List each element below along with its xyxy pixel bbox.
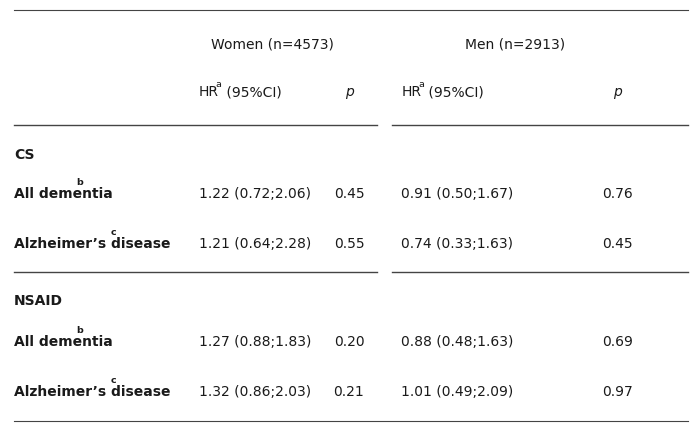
Text: NSAID: NSAID	[14, 294, 63, 307]
Text: 1.01 (0.49;2.09): 1.01 (0.49;2.09)	[401, 384, 514, 398]
Text: 0.76: 0.76	[602, 187, 633, 201]
Text: 0.88 (0.48;1.63): 0.88 (0.48;1.63)	[401, 334, 514, 348]
Text: 1.22 (0.72;2.06): 1.22 (0.72;2.06)	[199, 187, 311, 201]
Text: Women (n=4573): Women (n=4573)	[211, 38, 334, 52]
Text: HR: HR	[199, 85, 219, 99]
Text: All dementia: All dementia	[14, 187, 112, 201]
Text: c: c	[110, 227, 116, 237]
Text: c: c	[110, 375, 116, 384]
Text: Alzheimer’s disease: Alzheimer’s disease	[14, 237, 170, 250]
Text: p: p	[614, 85, 622, 99]
Text: b: b	[76, 325, 83, 334]
Text: 0.97: 0.97	[602, 384, 633, 398]
Text: 1.32 (0.86;2.03): 1.32 (0.86;2.03)	[199, 384, 311, 398]
Text: 0.55: 0.55	[334, 237, 364, 250]
Text: HR: HR	[401, 85, 422, 99]
Text: Alzheimer’s disease: Alzheimer’s disease	[14, 384, 170, 398]
Text: a: a	[216, 80, 221, 89]
Text: 0.45: 0.45	[602, 237, 633, 250]
Text: 0.91 (0.50;1.67): 0.91 (0.50;1.67)	[401, 187, 514, 201]
Text: (95%CI): (95%CI)	[222, 85, 282, 99]
Text: 0.74 (0.33;1.63): 0.74 (0.33;1.63)	[401, 237, 513, 250]
Text: 0.21: 0.21	[334, 384, 364, 398]
Text: 0.69: 0.69	[602, 334, 633, 348]
Text: 0.20: 0.20	[334, 334, 364, 348]
Text: (95%CI): (95%CI)	[424, 85, 484, 99]
Text: b: b	[76, 178, 83, 187]
Text: All dementia: All dementia	[14, 334, 112, 348]
Text: CS: CS	[14, 147, 34, 161]
Text: 1.21 (0.64;2.28): 1.21 (0.64;2.28)	[199, 237, 311, 250]
Text: a: a	[418, 80, 424, 89]
Text: Men (n=2913): Men (n=2913)	[465, 38, 565, 52]
Text: 1.27 (0.88;1.83): 1.27 (0.88;1.83)	[199, 334, 311, 348]
Text: p: p	[345, 85, 353, 99]
Text: 0.45: 0.45	[334, 187, 364, 201]
